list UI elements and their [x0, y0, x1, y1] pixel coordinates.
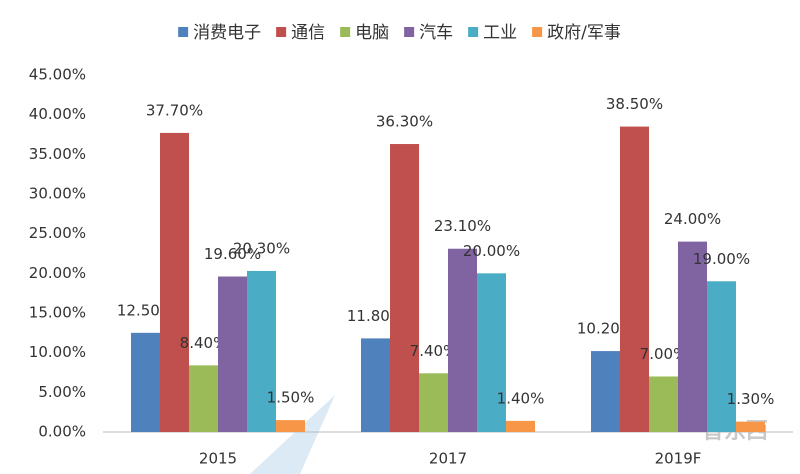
data-label: 19.60% [204, 245, 261, 263]
data-label: 11.80% [347, 307, 404, 325]
data-label: 8.40% [180, 334, 228, 352]
data-label: 20.00% [463, 242, 520, 260]
data-label: 19.00% [693, 250, 750, 268]
bar [361, 338, 390, 432]
y-tick-label: 15.00% [29, 304, 86, 322]
legend-swatch [178, 27, 189, 37]
bar [591, 351, 620, 432]
data-label: 37.70% [146, 101, 203, 119]
bar [131, 332, 160, 432]
decor [250, 395, 335, 474]
y-tick-label: 25.00% [29, 224, 86, 242]
bar [218, 276, 247, 432]
bar [506, 420, 535, 432]
bar [649, 376, 678, 432]
legend-swatch [276, 27, 287, 37]
y-tick-label: 20.00% [29, 264, 86, 282]
bar [390, 144, 419, 432]
legend-label: 工业 [483, 23, 517, 43]
legend-label: 政府/军事 [547, 23, 621, 43]
bar [736, 421, 765, 432]
legend-swatch [340, 27, 351, 37]
data-label: 38.50% [606, 95, 663, 113]
y-tick-label: 10.00% [29, 343, 86, 361]
legend-label: 通信 [291, 23, 325, 43]
bar [189, 365, 218, 432]
legend-swatch [404, 27, 415, 37]
y-tick-label: 0.00% [38, 423, 86, 441]
bar [707, 281, 736, 432]
bar [620, 126, 649, 433]
data-label: 1.30% [727, 390, 775, 408]
data-label: 7.40% [410, 342, 458, 360]
data-label: 7.00% [640, 345, 688, 363]
y-tick-label: 45.00% [29, 66, 86, 84]
x-tick-label: 2019F [655, 450, 702, 468]
data-label: 23.10% [434, 217, 491, 235]
y-tick-label: 35.00% [29, 145, 86, 163]
data-label: 20.30% [233, 239, 290, 257]
data-label: 24.00% [664, 210, 721, 228]
bar [678, 241, 707, 432]
bar [160, 132, 189, 432]
data-label: 1.50% [267, 389, 315, 407]
data-label: 10.20% [577, 320, 634, 338]
bar [477, 273, 506, 432]
legend-swatch [468, 27, 479, 37]
x-tick-label: 2017 [429, 450, 467, 468]
y-tick-label: 5.00% [38, 383, 86, 401]
x-tick-label: 2015 [199, 450, 237, 468]
legend-label: 消费电子 [193, 23, 261, 43]
data-label: 36.30% [376, 113, 433, 131]
bar [276, 420, 305, 432]
y-tick-label: 30.00% [29, 185, 86, 203]
data-label: 1.40% [497, 389, 545, 407]
bar [448, 248, 477, 432]
bar [419, 373, 448, 432]
legend-label: 电脑 [355, 23, 389, 43]
data-label: 12.50% [117, 301, 174, 319]
legend-swatch [532, 27, 543, 37]
legend-label: 汽车 [419, 23, 453, 43]
bar [247, 270, 276, 432]
y-tick-label: 40.00% [29, 105, 86, 123]
